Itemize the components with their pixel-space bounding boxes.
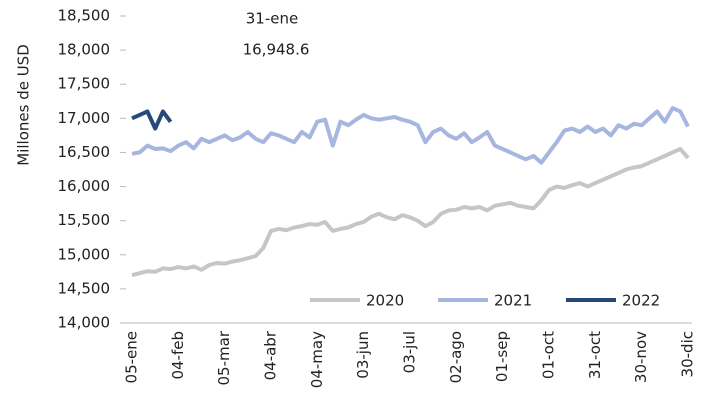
y-tick-label: 17,000 — [58, 109, 111, 127]
legend-label: 2021 — [494, 292, 532, 310]
annotation: 31-ene — [246, 10, 298, 28]
x-tick-label: 05-ene — [123, 331, 141, 383]
x-tick-label: 03-jul — [401, 331, 419, 373]
chart: Millones de USD 31-ene 16,948.6 14,000 14… — [0, 0, 715, 414]
x-tick-label: 04-may — [308, 331, 326, 388]
y-tick-label: 14,000 — [58, 314, 111, 332]
y-tick-label: 18,000 — [58, 41, 111, 59]
x-tick-label: 30-nov — [632, 331, 650, 383]
x-tick-label: 04-feb — [169, 331, 187, 380]
annotation: 16,948.6 — [243, 41, 310, 59]
y-tick-label: 15,500 — [58, 211, 111, 229]
y-tick-label: 14,500 — [58, 279, 111, 297]
y-tick-label: 18,500 — [58, 7, 111, 25]
series-line — [132, 108, 688, 163]
x-tick-label: 05-mar — [215, 330, 233, 385]
x-tick-label: 30-dic — [679, 331, 697, 377]
series-line — [132, 112, 171, 129]
x-tick-label: 01-oct — [540, 331, 558, 379]
y-tick-label: 15,000 — [58, 245, 111, 263]
legend-label: 2020 — [366, 292, 404, 310]
y-tick-label: 17,500 — [58, 75, 111, 93]
y-tick-label: 16,500 — [58, 143, 111, 161]
x-tick-label: 31-oct — [586, 331, 604, 379]
x-tick-label: 02-ago — [447, 331, 465, 383]
y-tick-label: 16,000 — [58, 177, 111, 195]
series-line — [132, 149, 688, 275]
x-tick-label: 01-sep — [493, 331, 511, 382]
legend-label: 2022 — [622, 292, 660, 310]
y-axis-label: Millones de USD — [15, 44, 33, 166]
x-tick-label: 04-abr — [262, 330, 280, 380]
x-tick-label: 03-jun — [354, 331, 372, 379]
